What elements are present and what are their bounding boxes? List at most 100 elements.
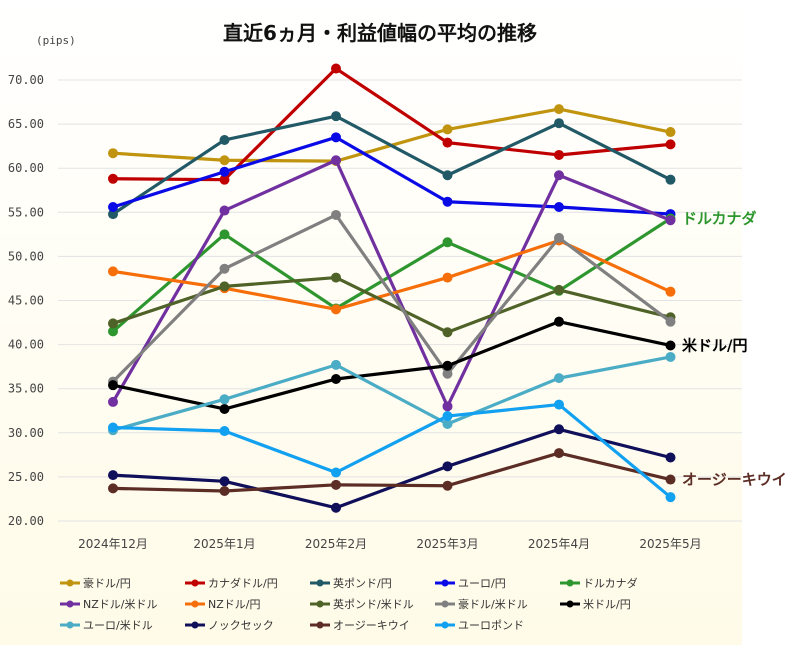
x-tick-label: 2025年5月	[639, 537, 701, 551]
data-point	[108, 173, 118, 184]
data-point	[665, 139, 676, 150]
y-tick-label: 70.00	[8, 73, 44, 87]
legend-label: 豪ドル/円	[83, 576, 131, 590]
legend-item: 英ポンド/円	[310, 576, 392, 590]
data-point	[554, 118, 564, 129]
series-6	[108, 155, 676, 412]
legend-label: ノックセック	[208, 619, 274, 632]
series-8	[108, 272, 676, 338]
x-tick-label: 2025年4月	[528, 537, 590, 551]
data-point	[108, 318, 118, 329]
y-tick-label: 55.00	[8, 205, 44, 219]
data-point	[554, 284, 564, 295]
x-tick-label: 2025年3月	[416, 537, 478, 551]
data-point	[442, 411, 453, 422]
legend-marker	[316, 579, 324, 587]
series-line	[112, 451, 671, 493]
data-point	[442, 480, 453, 491]
series-line	[112, 355, 671, 432]
data-point	[108, 422, 118, 433]
y-tick-label: 50.00	[8, 249, 44, 263]
legend-item: ユーロ/米ドル	[60, 619, 153, 632]
data-point	[665, 286, 676, 297]
y-axis-unit: (pips)	[36, 34, 76, 47]
y-tick-label: 45.00	[8, 294, 44, 308]
legend: 豪ドル/円 カナダドル/円 英ポンド/円 ユーロ/円 ドルカナダ NZドル/米ドル NZドル…	[60, 576, 638, 632]
legend-label: カナダドル/円	[208, 576, 278, 590]
legend-label: ドルカナダ	[583, 576, 638, 590]
legend-marker	[316, 600, 324, 608]
data-point	[665, 474, 676, 485]
legend-item: ユーロポンド	[435, 619, 524, 632]
data-point	[442, 401, 453, 412]
series-line	[112, 135, 671, 216]
data-point	[219, 263, 230, 274]
series-line	[112, 114, 672, 216]
x-tick-label: 2025年1月	[193, 537, 255, 551]
legend-marker	[441, 621, 449, 629]
data-point	[108, 148, 118, 159]
data-point	[108, 483, 118, 494]
data-point	[331, 209, 341, 220]
data-point	[219, 426, 230, 437]
series-line	[112, 402, 672, 499]
series-lines	[108, 63, 676, 513]
legend-label: NZドル/円	[208, 598, 260, 611]
chart-title: 直近6ヵ月・利益値幅の平均の推移	[223, 21, 537, 45]
data-point	[331, 467, 341, 478]
data-point	[554, 170, 564, 181]
data-point	[219, 281, 230, 292]
data-point	[219, 155, 230, 166]
legend-item: ドルカナダ	[560, 576, 638, 590]
y-axis-ticks: 20.00 25.00 30.00 35.00 40.00 45.00 50.00 55.00…	[8, 73, 44, 528]
legend-marker	[441, 579, 449, 587]
data-point	[219, 166, 230, 177]
legend-item: オージーキウイ	[310, 619, 410, 632]
data-point	[108, 470, 118, 481]
data-point	[665, 127, 676, 138]
y-tick-label: 35.00	[8, 382, 44, 396]
data-point	[554, 232, 564, 243]
data-point	[219, 229, 230, 240]
legend-item: 豪ドル/米ドル	[435, 597, 528, 611]
data-point	[442, 137, 453, 148]
end-label: 米ドル/円	[682, 336, 747, 354]
data-point	[442, 368, 453, 379]
end-label: ドルカナダ	[682, 209, 757, 227]
legend-marker	[191, 621, 199, 629]
data-point	[554, 399, 564, 410]
data-point	[554, 424, 564, 435]
data-point	[554, 448, 564, 459]
legend-marker	[66, 621, 74, 629]
legend-item: 豪ドル/円	[60, 576, 131, 590]
data-point	[331, 502, 341, 513]
legend-label: ユーロ/円	[458, 577, 506, 590]
legend-marker	[316, 621, 324, 629]
y-tick-label: 30.00	[8, 426, 44, 440]
series-2	[108, 63, 676, 185]
data-point	[665, 174, 676, 185]
data-point	[331, 272, 341, 283]
data-point	[219, 486, 230, 497]
y-tick-label: 20.00	[8, 514, 44, 528]
data-point	[331, 304, 341, 315]
x-axis-ticks: 2024年12月 2025年1月 2025年2月 2025年3月 2025年4月 2025…	[78, 537, 702, 551]
end-label: オージーキウイ	[682, 471, 787, 489]
legend-label: ユーロポンド	[458, 619, 524, 632]
data-point	[554, 149, 564, 160]
legend-marker	[66, 579, 74, 587]
legend-label: オージーキウイ	[333, 619, 410, 632]
data-point	[442, 418, 453, 429]
data-point	[442, 360, 453, 371]
data-point	[442, 237, 453, 248]
data-point	[442, 196, 453, 207]
x-tick-label: 2024年12月	[78, 537, 148, 551]
data-point	[219, 205, 230, 216]
data-point	[108, 202, 118, 213]
data-point	[665, 492, 676, 503]
legend-marker	[191, 600, 199, 608]
legend-item: 英ポンド/米ドル	[310, 597, 414, 611]
data-point	[331, 111, 341, 122]
legend-label: 英ポンド/米ドル	[333, 597, 414, 611]
